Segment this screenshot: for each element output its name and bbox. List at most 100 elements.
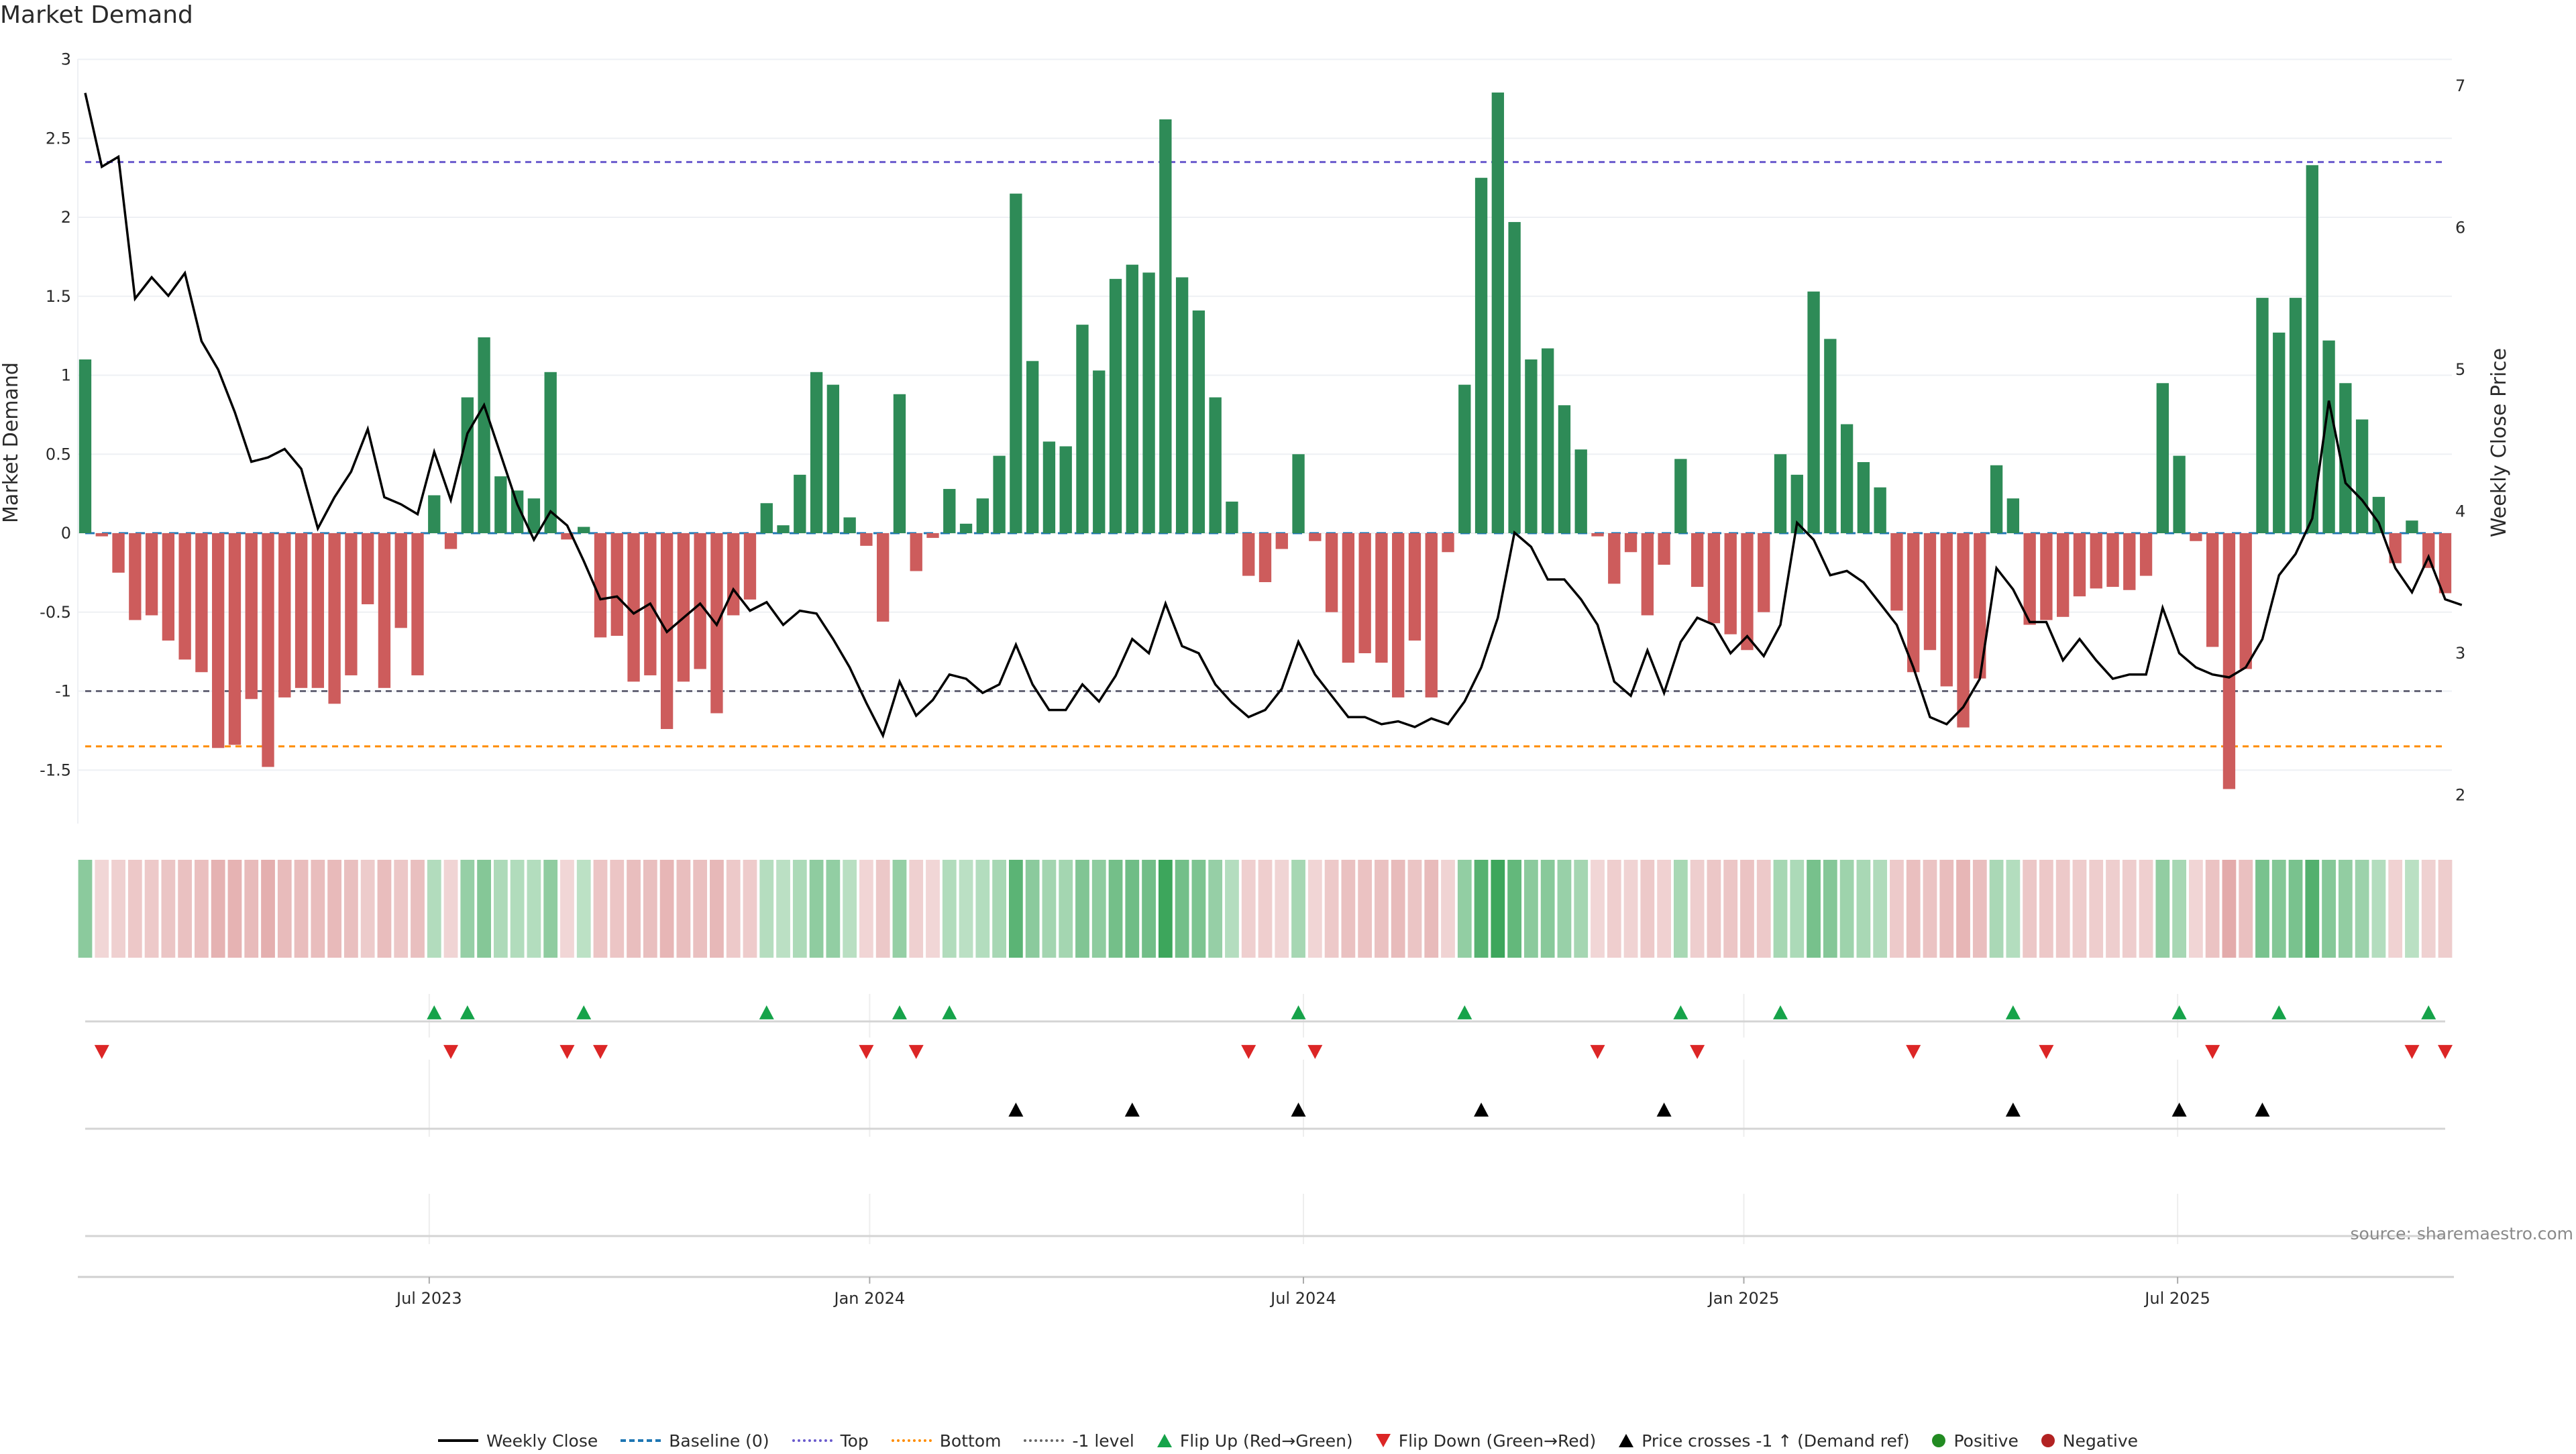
heat-cell (1391, 860, 1405, 958)
positive-bar (1824, 339, 1837, 533)
negative-bar (1325, 533, 1338, 612)
negative-bar (162, 533, 175, 641)
heat-cell (2055, 860, 2070, 958)
positive-bar (2339, 383, 2352, 533)
negative-bar (262, 533, 274, 767)
heat-cell (244, 860, 259, 958)
left-axis-label: Market Demand (0, 362, 23, 523)
heat-cell (892, 860, 907, 958)
heat-cell (161, 860, 176, 958)
heat-cell (2421, 860, 2436, 958)
negative-bar (594, 533, 607, 638)
source-label: source: sharemaestro.com (2351, 1224, 2574, 1243)
positive-bar (1790, 474, 1803, 533)
heat-cell (2239, 860, 2253, 958)
heat-cell (427, 860, 441, 958)
negative-bar (2090, 533, 2102, 589)
negative-bar (561, 533, 574, 540)
negative-bar (411, 533, 424, 675)
flip-down-marker (94, 1045, 109, 1059)
heat-cell (643, 860, 657, 958)
y2-tick-label: 5 (2455, 360, 2465, 379)
heat-cell (1923, 860, 1937, 958)
heat-cell (659, 860, 674, 958)
negative-bar (1375, 533, 1388, 663)
positive-bar (1042, 441, 1056, 533)
heat-cell (2271, 860, 2286, 958)
heat-cell (195, 860, 209, 958)
heat-cell (360, 860, 375, 958)
positive-bar (2256, 298, 2269, 533)
flip-up-marker (460, 1005, 475, 1019)
heat-cell (1208, 860, 1223, 958)
x-axis-ticks: Jul 2023 Jan 2024 Jul 2024 Jan 2025 Jul 2025 (78, 1276, 2454, 1308)
legend-item: Positive (1932, 1431, 2019, 1451)
negative-bar (610, 533, 623, 636)
heat-cell (2305, 860, 2320, 958)
flip-down-marker (2404, 1045, 2420, 1059)
heat-cell (992, 860, 1006, 958)
legend-line-swatch-icon (437, 1439, 478, 1442)
legend-item: Top (792, 1431, 869, 1451)
negative-bar (1392, 533, 1405, 697)
positive-bar (1458, 384, 1471, 533)
negative-bar (2422, 533, 2435, 568)
x-tick-label: Jan 2024 (833, 1289, 906, 1308)
heat-cell (460, 860, 475, 958)
negative-bar (1907, 533, 1920, 673)
positive-bar (428, 495, 441, 533)
y-tick-label: -1 (55, 682, 71, 701)
negative-bar (1724, 533, 1737, 634)
positive-bar (1574, 449, 1587, 533)
flip-down-marker (559, 1045, 575, 1059)
negative-bar (2190, 533, 2202, 541)
demand-heat-strip (78, 860, 2453, 958)
flip-up-marker (1773, 1005, 1788, 1019)
heat-cell (1507, 860, 1522, 958)
heat-cell (394, 860, 409, 958)
legend-line-swatch-icon (792, 1439, 833, 1442)
y-tick-label: 1.5 (46, 287, 71, 306)
heat-cell (2405, 860, 2419, 958)
negative-bar (1758, 533, 1770, 612)
positive-bar (511, 490, 524, 533)
negative-bar (444, 533, 458, 549)
heat-cell (2089, 860, 2104, 958)
positive-bar (2156, 383, 2169, 533)
heat-cell (1059, 860, 1073, 958)
positive-bar (943, 489, 956, 533)
heat-cell (227, 860, 242, 958)
positive-bar (1192, 310, 1205, 533)
negative-bar (311, 533, 325, 688)
heat-cell (1574, 860, 1589, 958)
positive-bar (494, 476, 507, 533)
price-cross-marker (1008, 1103, 1024, 1117)
legend-item: Price crosses -1 ↑ (Demand ref) (1619, 1431, 1909, 1451)
heat-cell (792, 860, 807, 958)
heat-cell (726, 860, 741, 958)
negative-bar (378, 533, 391, 688)
negative-bar (278, 533, 291, 697)
positive-bar (1209, 397, 1222, 533)
heat-cell (1291, 860, 1305, 958)
legend-circle-icon (2041, 1434, 2055, 1447)
heat-cell (1939, 860, 1954, 958)
positive-bar (1159, 119, 1172, 534)
heat-cell (1225, 860, 1239, 958)
heat-cell (1025, 860, 1040, 958)
heat-cell (1091, 860, 1106, 958)
price-cross-marker (1124, 1103, 1140, 1117)
heat-cell (1358, 860, 1373, 958)
heat-cell (1491, 860, 1505, 958)
heat-cell (2188, 860, 2203, 958)
heat-cell (1457, 860, 1472, 958)
positive-bar (810, 372, 823, 533)
negative-bar (1940, 533, 1953, 687)
negative-bar (677, 533, 690, 682)
negative-bar (2106, 533, 2119, 588)
negative-bar (1425, 533, 1438, 697)
legend: Weekly Close Baseline (0) Top Bottom -1 leve… (0, 1427, 2576, 1454)
legend-item: Flip Up (Red→Green) (1157, 1431, 1353, 1451)
positive-bar (1840, 424, 1854, 533)
heat-cell (1108, 860, 1123, 958)
